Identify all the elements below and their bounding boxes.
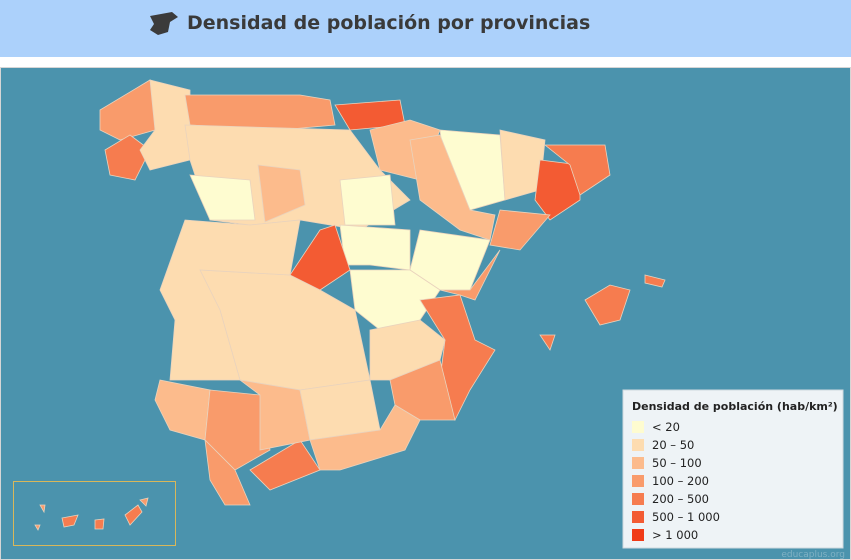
province: [489, 209, 551, 251]
province: [543, 144, 611, 196]
province: [184, 94, 336, 131]
legend-swatch: [632, 511, 644, 523]
province: [124, 504, 143, 526]
provinces: [13, 79, 666, 546]
legend-title: Densidad de población (hab/km²): [632, 400, 838, 413]
province: [539, 334, 556, 351]
legend-label: < 20: [652, 420, 680, 434]
province: [257, 164, 306, 223]
province: [94, 518, 105, 530]
legend-swatch: [632, 421, 644, 433]
province: [204, 438, 251, 506]
legend-label: 100 – 200: [652, 474, 709, 488]
watermark: educaplus.org: [781, 550, 845, 560]
page-title: Densidad de población por provincias: [187, 12, 590, 34]
province: [39, 504, 46, 514]
province: [439, 249, 501, 301]
province: [61, 514, 79, 528]
province: [189, 174, 256, 221]
legend-box: [622, 389, 844, 549]
province: [339, 224, 411, 271]
province: [339, 174, 396, 226]
legend-label: 500 – 1 000: [652, 510, 720, 524]
province: [584, 284, 631, 326]
province: [139, 497, 149, 507]
canarias-inset: [13, 481, 176, 546]
province: [154, 379, 211, 441]
legend-swatch: [632, 457, 644, 469]
province: [34, 524, 41, 531]
legend-swatch: [632, 529, 644, 541]
province: [204, 389, 271, 471]
legend-label: > 1 000: [652, 528, 698, 542]
province: [644, 274, 666, 288]
legend-label: 20 – 50: [652, 438, 694, 452]
legend-label: 50 – 100: [652, 456, 702, 470]
province: [299, 379, 381, 441]
legend-swatch: [632, 475, 644, 487]
province: [419, 294, 496, 421]
legend-items: < 20 20 – 50 50 – 100 100 – 200 200 – 500 500…: [632, 420, 720, 542]
province: [389, 359, 456, 421]
province: [309, 404, 421, 471]
province: [104, 134, 151, 181]
legend-label: 200 – 500: [652, 492, 709, 506]
province: [239, 379, 311, 451]
province: [139, 79, 191, 171]
header-bar: [0, 0, 851, 57]
legend-swatch: [632, 439, 644, 451]
legend-swatch: [632, 493, 644, 505]
province: [289, 224, 351, 291]
spain-icon: [150, 12, 178, 35]
province: [159, 219, 301, 381]
province: [409, 134, 496, 241]
